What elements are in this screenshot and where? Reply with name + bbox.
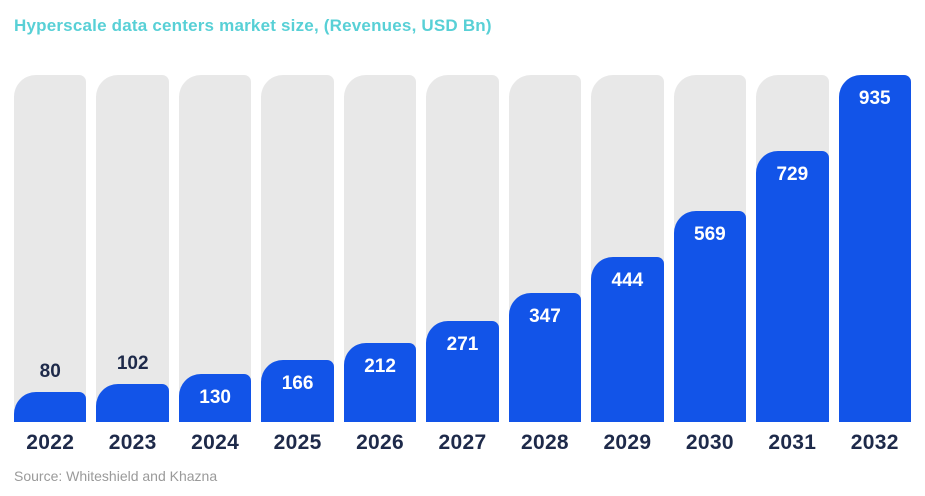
bar-value-label: 569 — [694, 223, 726, 245]
bar-fill: 166 — [261, 360, 334, 422]
bar-column: 935 2032 — [838, 75, 911, 455]
bar-track: 271 — [426, 75, 499, 422]
x-axis-tick-label: 2031 — [768, 431, 817, 454]
bar-column: 166 2025 — [261, 75, 334, 455]
bar-column: 102 2023 — [96, 75, 169, 455]
bar-track: 166 — [261, 75, 334, 422]
bar-column: 569 2030 — [673, 75, 747, 455]
x-axis-tick-label: 2024 — [191, 431, 240, 454]
bar-track: 212 — [343, 75, 417, 422]
bar-fill: 729 — [756, 151, 829, 422]
bar-column: 444 2029 — [591, 75, 664, 455]
x-axis-tick-label: 2026 — [356, 431, 404, 454]
bar-value-label: 130 — [199, 386, 231, 408]
bar-chart: 80 2022 102 2023 130 2024 166 — [14, 75, 911, 455]
chart-title: Hyperscale data centers market size, (Re… — [14, 16, 492, 35]
bar-column: 130 2024 — [178, 75, 252, 455]
bar-track: 80 — [14, 75, 87, 422]
bar-value-label: 347 — [529, 306, 561, 328]
bar-value-label: 80 — [39, 361, 61, 383]
bar-track: 729 — [756, 75, 829, 422]
bar-column: 271 2027 — [426, 75, 499, 455]
x-axis-tick-label: 2029 — [603, 431, 652, 454]
bar-value-label: 935 — [858, 88, 891, 109]
bar-fill: 935 — [838, 75, 911, 422]
bar-fill: 271 — [426, 321, 499, 422]
bar-column: 80 2022 — [14, 75, 87, 455]
bar-track: 102 — [96, 75, 169, 422]
bar-column: 347 2028 — [508, 75, 582, 455]
bar-column: 729 2031 — [756, 75, 829, 455]
x-axis-tick-label: 2032 — [850, 431, 899, 454]
bar-track: 347 — [508, 75, 582, 422]
bar-value-label: 271 — [446, 334, 479, 356]
bar-track: 569 — [673, 75, 747, 422]
bar-fill: 347 — [508, 293, 582, 422]
x-axis-tick-label: 2025 — [273, 431, 322, 454]
x-axis-tick-label: 2030 — [685, 431, 734, 454]
bar-value-label: 102 — [116, 353, 149, 375]
source-note: Source: Whiteshield and Khazna — [14, 468, 218, 484]
bar-fill: 444 — [591, 257, 664, 422]
bar-fill — [14, 392, 87, 422]
bar-value-label: 729 — [776, 164, 809, 186]
bar-fill: 130 — [178, 373, 252, 422]
bar-track: 935 — [838, 75, 911, 422]
bar-track: 130 — [178, 75, 252, 422]
bar-fill: 569 — [673, 210, 747, 422]
x-axis-tick-label: 2028 — [520, 431, 569, 454]
x-axis-tick-label: 2022 — [26, 431, 75, 454]
bar-value-label: 444 — [611, 270, 644, 292]
x-axis-tick-label: 2023 — [108, 431, 157, 454]
bar-fill — [96, 384, 169, 422]
bar-fill: 212 — [343, 343, 417, 422]
x-axis-tick-label: 2027 — [438, 431, 487, 454]
bar-value-label: 166 — [281, 373, 314, 395]
bar-track: 444 — [591, 75, 664, 422]
bar-value-label: 212 — [364, 356, 396, 378]
bar-column: 212 2026 — [343, 75, 417, 455]
